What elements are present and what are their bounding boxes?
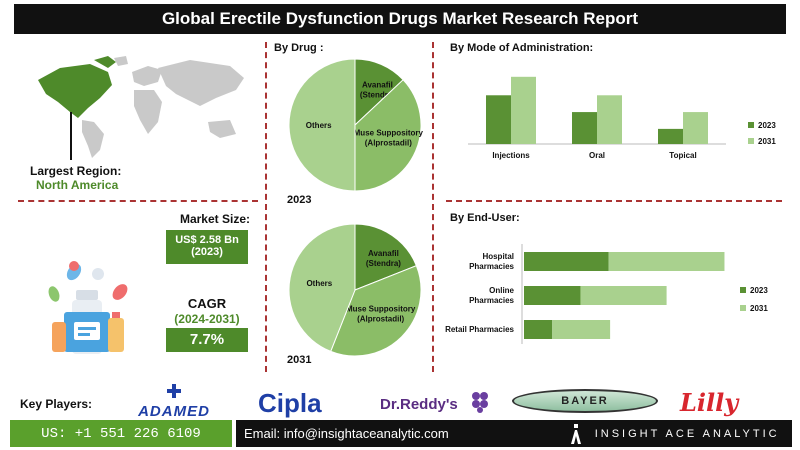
player-dr-reddys: Dr.Reddy's (380, 396, 458, 413)
footer-phone[interactable]: US: +1 551 226 6109 (10, 420, 232, 447)
enduser-category-label: Retail Pharmacies (445, 325, 514, 334)
pie-slice-avanafil (354, 223, 418, 291)
logo-bayer: BAYER (512, 389, 658, 413)
pie-slice-muse (354, 79, 422, 192)
pie-label-muse: Muse Suppository (Alprostadil) (354, 128, 424, 147)
enduser-category-label: Hospital Pharmacies (469, 252, 514, 271)
logo-adamed: ADAMED (116, 384, 232, 420)
enduser-bar-2-2023 (524, 320, 553, 339)
divider-left (265, 42, 267, 372)
enduser-bar-1-2031 (580, 286, 667, 305)
enduser-legend-swatch-2023 (740, 287, 746, 293)
cagr-label: CAGR (187, 296, 227, 311)
enduser-legend-2031: 2031 (750, 304, 768, 313)
pie-slice-others (288, 223, 356, 353)
enduser-legend-2023: 2023 (750, 286, 768, 295)
cagr-period: (2024-2031) (174, 312, 240, 326)
mode-bar-chart: Injections Oral Topical 2023 2031 (468, 76, 776, 160)
divider-right (432, 42, 434, 372)
mode-category-label: Injections (492, 151, 530, 160)
drug-pie-2023: Avanafil (Stendra) Muse Suppository (Alpros… (288, 58, 424, 192)
mode-legend-2031: 2031 (758, 137, 776, 146)
pie-slice-muse (330, 265, 422, 357)
world-map-icon (38, 56, 244, 158)
drug-pie-2031: Avanafil (Stendra) Muse Suppository (Alpros… (288, 223, 422, 357)
mode-bar-injections-2023 (486, 95, 511, 144)
market-size-year: (2023) (191, 246, 223, 258)
mode-legend-2023: 2023 (758, 121, 776, 130)
mode-bar-injections-2031 (511, 76, 536, 144)
divider-left-horizontal (18, 200, 258, 202)
key-players-label: Key Players: (20, 397, 93, 411)
mode-section-title: By Mode of Administration: (450, 42, 594, 54)
dr-reddys-logo-icon (472, 392, 488, 413)
mode-bar-oral-2031 (597, 95, 622, 144)
pie-label-others: Others (306, 279, 332, 288)
mode-category-label: Topical (669, 151, 696, 160)
market-size-label: Market Size: (179, 212, 250, 226)
footer-brand: INSIGHT ACE ANALYTIC (594, 427, 780, 440)
region-value: North America (36, 178, 119, 192)
region-pointer-line (70, 112, 72, 160)
enduser-legend-swatch-2031 (740, 305, 746, 311)
pie-label-others: Others (306, 121, 332, 130)
pie-slice-others (288, 58, 356, 192)
enduser-bar-1-2023 (524, 286, 581, 305)
pie-label-avanafil: Avanafil (Stendra) (366, 249, 401, 268)
mode-bar-topical-2031 (683, 112, 708, 144)
adamed-star-icon (167, 384, 181, 398)
enduser-bar-2-2031 (552, 320, 611, 339)
medicine-icon (48, 261, 128, 354)
pie-label-muse: Muse Suppository (Alprostadil) (346, 305, 416, 324)
player-lilly: Lilly (680, 388, 739, 417)
player-bayer: BAYER (561, 395, 609, 407)
market-size-value: US$ 2.58 Bn (175, 234, 239, 246)
enduser-bar-0-2031 (608, 252, 725, 271)
enduser-bar-chart: Hospital Pharmacies Online Pharmacies Retail… (445, 244, 768, 344)
player-cipla: Cipla (258, 388, 322, 418)
enduser-category-label: Online Pharmacies (469, 286, 514, 305)
cagr-value: 7.7% (166, 328, 248, 352)
mode-legend-swatch-2023 (748, 122, 754, 128)
insightace-logo-icon (570, 423, 581, 444)
region-label: Largest Region: (30, 164, 122, 178)
pie-label-avanafil: Avanafil (Stendra) (360, 81, 395, 100)
mode-category-label: Oral (589, 151, 605, 160)
pie-2031-year: 2031 (287, 354, 312, 366)
mode-bar-topical-2023 (658, 128, 683, 144)
player-adamed: ADAMED (138, 403, 210, 420)
drug-section-title: By Drug : (274, 42, 324, 54)
pie-2023-year: 2023 (287, 194, 312, 206)
enduser-bar-0-2023 (524, 252, 609, 271)
mode-bar-oral-2023 (572, 112, 597, 144)
footer-email[interactable]: Email: info@insightaceanalytic.com (244, 426, 449, 441)
divider-right-horizontal (446, 200, 782, 202)
footer-bar: Email: info@insightaceanalytic.com INSIG… (236, 420, 792, 447)
page-title: Global Erectile Dysfunction Drugs Market… (14, 4, 786, 34)
enduser-section-title: By End-User: (450, 212, 520, 224)
market-size-box: US$ 2.58 Bn (2023) (166, 230, 248, 264)
mode-legend-swatch-2031 (748, 138, 754, 144)
